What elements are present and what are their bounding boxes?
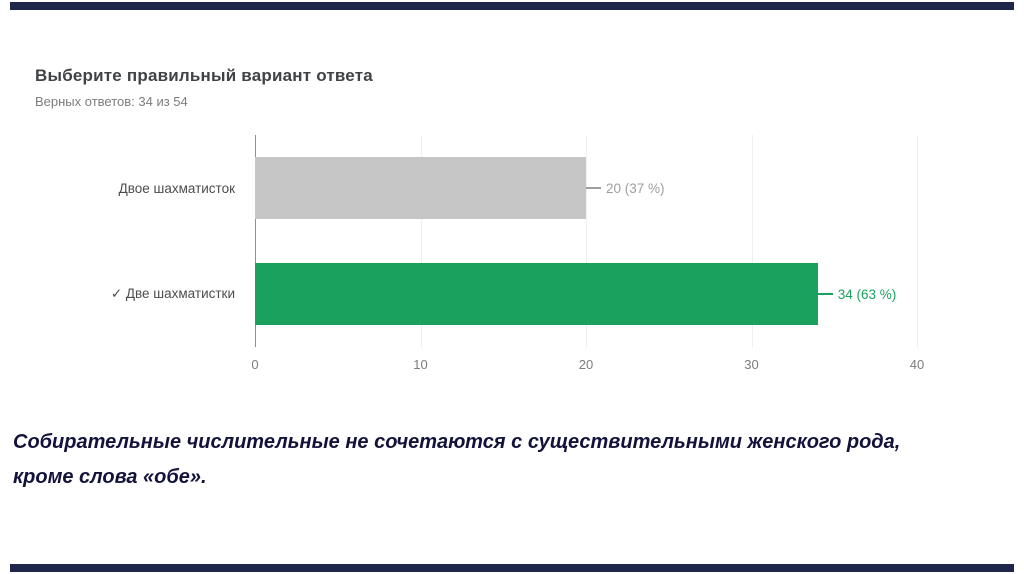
category-label: Двое шахматисток [118,180,235,196]
quiz-results-chart: Выберите правильный вариант ответа Верны… [35,66,924,375]
callout-line [586,187,601,189]
x-tick-label: 40 [909,357,925,372]
gridline [917,135,918,347]
bar-row: Двое шахматисток 20 (37 %) [35,135,917,241]
gridline [420,135,422,347]
y-axis-line [255,135,256,347]
value-label: 20 (37 %) [586,181,665,196]
bar-row: ✓ Две шахматистки 34 (63 %) [35,241,917,347]
bar [255,263,818,325]
x-tick-label: 10 [413,357,428,372]
gridline [586,135,587,347]
gridlines [255,135,918,347]
bottom-border-bar [10,564,1014,572]
chart-subtitle: Верных ответов: 34 из 54 [35,94,188,109]
plot-area: Двое шахматисток 20 (37 %) ✓ Две шахматист… [35,135,918,347]
gridline [751,135,753,347]
bar-track: 20 (37 %) [255,135,917,241]
bar-rows: Двое шахматисток 20 (37 %) ✓ Две шахматист… [35,135,917,347]
bar-chart: Двое шахматисток 20 (37 %) ✓ Две шахматист… [35,135,924,375]
chart-title: Выберите правильный вариант ответа [35,66,373,85]
value-label-text: 34 (63 %) [837,286,897,302]
value-label: 34 (63 %) [817,286,897,302]
top-border-bar [10,2,1014,10]
x-tick-label: 20 [578,357,594,372]
value-label-text: 20 (37 %) [606,180,665,196]
category-label: ✓ Две шахматистки [110,286,235,301]
bar [255,157,586,219]
x-axis: 0 10 20 30 40 [251,357,924,375]
x-tick-label: 0 [251,357,259,372]
explanation-text: Собирательные числительные не сочетаются… [13,431,901,488]
bar-track: 34 (63 %) [255,241,917,347]
x-tick-label: 30 [744,357,759,372]
callout-line [817,293,833,295]
